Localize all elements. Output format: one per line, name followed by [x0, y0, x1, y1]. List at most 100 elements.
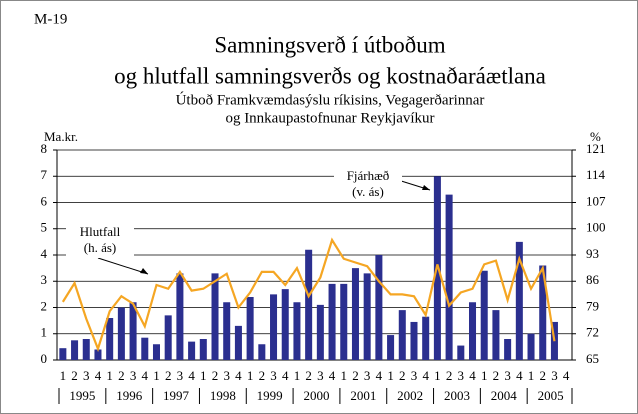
bar: [211, 273, 219, 360]
y-tick-label: 2: [41, 298, 48, 313]
x-tick-label: 3: [83, 368, 90, 383]
x-tick-label: 2: [259, 368, 266, 383]
bar: [71, 340, 79, 360]
bar: [457, 345, 465, 360]
annotation: Hlutfall (h. ás): [80, 224, 121, 255]
x-tick-label: 1: [200, 368, 207, 383]
x-tick-label: 2: [399, 368, 406, 383]
annotation-bg: [66, 224, 134, 258]
bar: [305, 249, 313, 360]
x-tick-label: 1: [153, 368, 160, 383]
annotation-bg: [334, 168, 402, 202]
year-label: 2005: [538, 388, 564, 403]
annotation-arrowhead: [140, 268, 148, 274]
bar: [199, 339, 207, 360]
y2-tick-label: 93: [586, 246, 599, 261]
y2-tick-label: 114: [586, 167, 606, 182]
bar: [246, 297, 254, 360]
bar: [398, 310, 406, 360]
x-tick-label: 1: [387, 368, 394, 383]
y-tick-label: 3: [41, 272, 48, 287]
x-tick-label: 2: [71, 368, 78, 383]
y2-tick-label: 65: [586, 351, 599, 366]
x-tick-label: 4: [376, 368, 383, 383]
x-tick-label: 3: [411, 368, 418, 383]
x-tick-label: 4: [563, 368, 570, 383]
bar: [141, 337, 149, 360]
y2-axis-label: %: [590, 129, 601, 144]
x-tick-label: 3: [223, 368, 230, 383]
annotation-arrow: [97, 257, 149, 275]
chart-label: M-19: [34, 11, 67, 27]
chart-subtitle: Útboð Framkvæmdasýslu ríkisins, Vegagerð…: [176, 91, 485, 108]
year-label: 2002: [397, 388, 423, 403]
x-tick-label: 2: [446, 368, 453, 383]
x-tick-label: 3: [364, 368, 371, 383]
y2-tick-label: 86: [586, 272, 600, 287]
x-tick-label: 4: [95, 368, 102, 383]
bar: [469, 302, 477, 360]
x-tick-label: 1: [528, 368, 535, 383]
y-tick-label: 0: [41, 351, 48, 366]
x-tick-label: 1: [60, 368, 67, 383]
bar: [106, 318, 114, 360]
year-label: 1995: [69, 388, 95, 403]
bar: [117, 307, 125, 360]
bar: [152, 344, 160, 360]
bar: [363, 273, 371, 360]
year-label: 1997: [163, 388, 190, 403]
bar: [328, 283, 336, 360]
bar: [293, 302, 301, 360]
bar: [316, 304, 324, 360]
bar: [270, 294, 278, 360]
y2-tick-label: 79: [586, 298, 599, 313]
bar: [164, 315, 172, 360]
x-tick-label: 3: [130, 368, 137, 383]
x-tick-label: 1: [294, 368, 301, 383]
bar: [176, 273, 184, 360]
bar: [281, 289, 289, 360]
x-tick-label: 4: [282, 368, 289, 383]
bar: [82, 339, 90, 360]
bar: [445, 194, 453, 360]
x-tick-label: 1: [481, 368, 488, 383]
x-tick-label: 2: [165, 368, 172, 383]
x-tick-label: 4: [188, 368, 195, 383]
annotation-arrowhead: [422, 185, 430, 190]
x-tick-label: 4: [329, 368, 336, 383]
y-tick-label: 7: [41, 167, 48, 182]
x-tick-label: 2: [539, 368, 546, 383]
year-label: 2000: [304, 388, 330, 403]
x-tick-label: 1: [434, 368, 441, 383]
chart-title: Samningsverð í útboðum: [214, 32, 445, 57]
bar: [340, 283, 348, 360]
bar: [188, 341, 196, 360]
x-tick-label: 4: [142, 368, 149, 383]
bar: [223, 302, 231, 360]
x-tick-label: 4: [469, 368, 476, 383]
x-tick-label: 3: [458, 368, 465, 383]
y-tick-label: 4: [41, 246, 48, 261]
x-tick-label: 4: [422, 368, 429, 383]
chart-subtitle: og Innkaupastofnunar Reykjavíkur: [225, 110, 434, 126]
bar: [504, 339, 512, 360]
chart-title: og hlutfall samningsverðs og kostnaðaráæ…: [114, 63, 546, 88]
bar: [527, 333, 535, 360]
x-tick-label: 1: [341, 368, 348, 383]
bar: [234, 325, 242, 360]
x-tick-label: 3: [177, 368, 184, 383]
x-tick-label: 2: [118, 368, 125, 383]
year-label: 1998: [210, 388, 236, 403]
annotation: Fjárhæð (v. ás): [347, 168, 390, 199]
year-label: 1999: [257, 388, 283, 403]
bar: [258, 344, 266, 360]
y2-tick-label: 72: [586, 325, 599, 340]
y-tick-label: 6: [41, 193, 48, 208]
x-tick-label: 2: [305, 368, 312, 383]
bar: [94, 349, 102, 360]
x-tick-label: 3: [551, 368, 558, 383]
x-tick-label: 3: [317, 368, 324, 383]
y-axis-label: Ma.kr.: [44, 129, 78, 144]
bar: [480, 270, 488, 360]
